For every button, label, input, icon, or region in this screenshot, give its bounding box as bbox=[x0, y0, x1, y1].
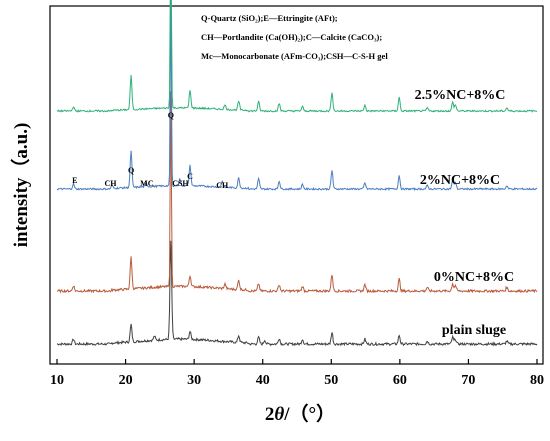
series-label: 0%NC+8%C bbox=[434, 270, 514, 285]
legend-line-1: Q-Quartz (SiO₂);E—Ettringite (AFt); bbox=[201, 13, 338, 23]
series-layer bbox=[56, 0, 538, 347]
series-line bbox=[56, 91, 538, 294]
peak-label: Q bbox=[168, 111, 174, 120]
x-tick-label: 80 bbox=[530, 373, 544, 388]
x-axis-title-prefix: 2 bbox=[265, 404, 275, 425]
series-line bbox=[56, 0, 538, 192]
x-tick-label: 20 bbox=[119, 373, 133, 388]
x-tick-label: 50 bbox=[324, 373, 338, 388]
series-label: 2.5%NC+8%C bbox=[415, 88, 506, 103]
x-tick-label: 70 bbox=[461, 373, 475, 388]
series-line bbox=[56, 0, 538, 113]
peak-label: C bbox=[187, 172, 193, 181]
peak-label: E bbox=[72, 176, 77, 185]
legend-line-2: CH—Portlandite (Ca(OH)₂);C—Calcite (CaCO… bbox=[201, 32, 382, 42]
x-tick-label: 10 bbox=[50, 373, 64, 388]
x-tick-label: 40 bbox=[256, 373, 270, 388]
series-label: 2%NC+8%C bbox=[420, 173, 500, 188]
series-label-layer: plain sluge 0%NC+8%C 2%NC+8%C 2.5%NC+8%C bbox=[415, 88, 515, 338]
peak-label: Q bbox=[128, 166, 134, 175]
peak-label: CH bbox=[104, 179, 117, 188]
plot-frame bbox=[49, 5, 544, 365]
x-tick-label: 60 bbox=[393, 373, 407, 388]
x-axis-ticks: 10 20 30 40 50 60 70 80 bbox=[50, 359, 544, 388]
series-label: plain sluge bbox=[442, 323, 506, 338]
legend-line-3: Mc—Monocarbonate (AFm-CO₃);CSH—C-S-H gel bbox=[201, 51, 388, 61]
peak-label: CSH bbox=[172, 179, 189, 188]
x-axis-title-theta: θ bbox=[274, 404, 284, 425]
legend-box: Q-Quartz (SiO₂);E—Ettringite (AFt); CH—P… bbox=[201, 13, 388, 61]
x-axis-title-suffix: /（°） bbox=[283, 402, 335, 425]
peak-label: CH bbox=[216, 181, 229, 190]
y-axis-title: intensity（a.u.) bbox=[9, 123, 32, 248]
x-axis-title: 2θ/（°） bbox=[265, 402, 335, 425]
x-tick-label: 30 bbox=[187, 373, 201, 388]
series-line bbox=[56, 240, 538, 347]
peak-label: MC bbox=[140, 179, 154, 188]
